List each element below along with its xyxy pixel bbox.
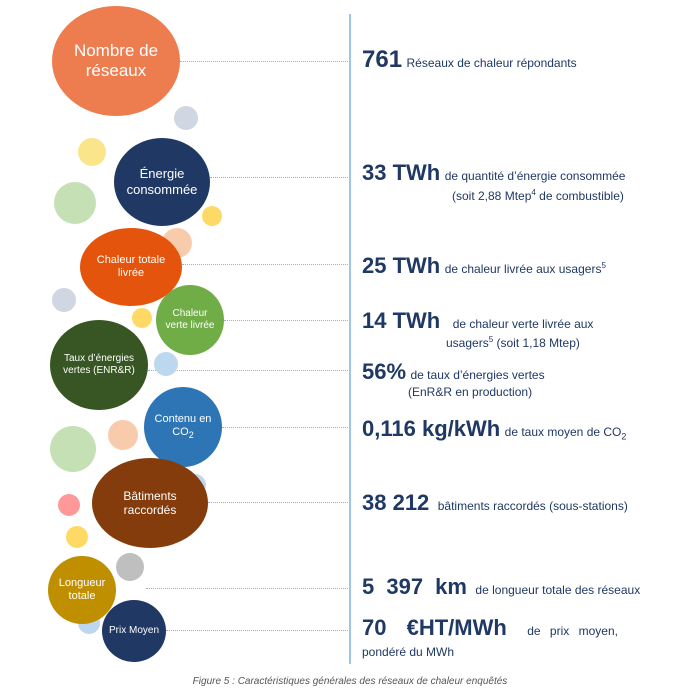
stat-subline: (soit 2,88 Mtep4 de combustible) [362, 188, 692, 204]
bubble-taux-label: Taux d’énergies vertes (ENR&R) [63, 353, 135, 376]
stat-nombre-reseaux: 761 Réseaux de chaleur répondants [362, 46, 692, 74]
connector-contenu [222, 427, 348, 428]
stat-text: Réseaux de chaleur répondants [406, 56, 577, 70]
bubble-chaleur-verte: Chaleur verte livrée [156, 285, 224, 355]
bubble-batiments-raccordes: Bâtiments raccordés [92, 458, 208, 548]
bubble-chaleur-totale-label: Chaleur totale livrée [96, 253, 166, 279]
stat-text: de taux d’énergies vertes [410, 368, 545, 382]
stat-energie-consommee: 33 TWh de quantité d’énergie consommée (… [362, 160, 692, 204]
bubble-batiments-label: Bâtiments raccordés [123, 488, 177, 517]
connector-longueur [146, 588, 348, 589]
deco-circle [202, 206, 222, 226]
connector-prix [166, 630, 348, 631]
stat-value: 70 €HT/MWh [362, 615, 507, 640]
bubble-contenu-label: Contenu en CO2 [150, 413, 216, 441]
stat-value: 761 [362, 46, 403, 73]
stat-value: 38 212 [362, 490, 430, 515]
connector-chaleur-totale [182, 264, 348, 265]
deco-circle [116, 553, 144, 581]
stat-text: bâtiments raccordés (sous-stations) [437, 499, 628, 513]
stat-contenu-co2: 0,116 kg/kWh de taux moyen de CO2 [362, 416, 692, 442]
stat-value: 25 TWh [362, 253, 441, 278]
bubble-nombre-de-reseaux: Nombre de réseaux [52, 6, 180, 116]
stat-value: 5 397 km [362, 574, 467, 599]
deco-circle [50, 426, 96, 472]
deco-circle [132, 308, 152, 328]
figure-caption: Figure 5 : Caractéristiques générales de… [192, 676, 508, 687]
bubble-contenu-text: Contenu en CO [154, 412, 212, 439]
stat-value: 0,116 kg/kWh [362, 416, 501, 441]
timeline-axis [349, 14, 351, 664]
deco-circle [54, 182, 96, 224]
stat-text: de longueur totale des réseaux [475, 583, 641, 597]
bubble-energie-label: Énergie consommée [126, 166, 198, 197]
connector-taux [148, 370, 348, 371]
footnote-ref: 5 [488, 335, 494, 345]
stat-subline-b: (soit 1,18 Mtep) [493, 336, 580, 351]
stat-prix: 70 €HT/MWh de prix moyen, pondéré du MWh [362, 615, 692, 660]
stat-batiments: 38 212 bâtiments raccordés (sous-station… [362, 490, 692, 515]
stat-text: de quantité d’énergie consommée [444, 169, 626, 183]
stat-subline-a: usagers [446, 336, 489, 351]
bubble-chaleur-totale: Chaleur totale livrée [80, 228, 182, 306]
footnote-ref: 5 [601, 261, 606, 270]
connector-batiments [208, 502, 348, 503]
subscript: 2 [621, 431, 627, 442]
bubble-contenu-subscript: 2 [188, 430, 194, 441]
bubble-prix-moyen: Prix Moyen [102, 600, 166, 662]
stat-text: de chaleur livrée aux usagers [444, 262, 602, 276]
deco-circle [66, 526, 88, 548]
bubble-nombre-label: Nombre de réseaux [73, 40, 159, 80]
stat-subline-a: (soit 2,88 Mtep [452, 189, 532, 204]
stat-subline-b: de combustible) [535, 189, 624, 204]
stat-subline: (EnR&R en production) [408, 385, 533, 400]
deco-circle [108, 420, 138, 450]
connector-nombre [180, 61, 348, 62]
deco-circle [154, 352, 178, 376]
deco-circle [58, 494, 80, 516]
bubble-longueur-totale: Longueur totale [48, 556, 116, 624]
connector-energie [210, 177, 348, 178]
connector-chaleur-verte [224, 320, 348, 321]
stat-text: de prix moyen, [527, 624, 618, 638]
stat-taux-energies-vertes: 56% de taux d’énergies vertes (EnR&R en … [362, 359, 692, 400]
bubble-energie-consommee: Énergie consommée [114, 138, 210, 226]
bubble-contenu-co2: Contenu en CO2 [144, 387, 222, 467]
stat-subline: pondéré du MWh [362, 645, 455, 660]
stat-value: 33 TWh [362, 160, 441, 185]
stat-chaleur-totale: 25 TWh de chaleur livrée aux usagers5 [362, 253, 692, 278]
stat-value: 14 TWh [362, 308, 441, 333]
bubble-prix-label: Prix Moyen [108, 625, 159, 636]
stat-longueur: 5 397 km de longueur totale des réseaux [362, 574, 692, 599]
bubble-chaleur-verte-label: Chaleur verte livrée [165, 308, 215, 331]
stat-text: de taux moyen de CO [504, 425, 622, 439]
deco-circle [174, 106, 198, 130]
footnote-ref: 4 [531, 188, 536, 198]
bubble-longueur-label: Longueur totale [58, 576, 106, 602]
stat-text: de chaleur verte livrée aux [452, 317, 594, 331]
deco-circle [78, 138, 106, 166]
bubble-taux-energies-vertes: Taux d’énergies vertes (ENR&R) [50, 320, 148, 410]
stat-subline: usagers5 (soit 1,18 Mtep) [362, 335, 692, 351]
stat-chaleur-verte: 14 TWh de chaleur verte livrée aux usage… [362, 308, 692, 351]
stat-value: 56% [362, 359, 407, 384]
deco-circle [52, 288, 76, 312]
